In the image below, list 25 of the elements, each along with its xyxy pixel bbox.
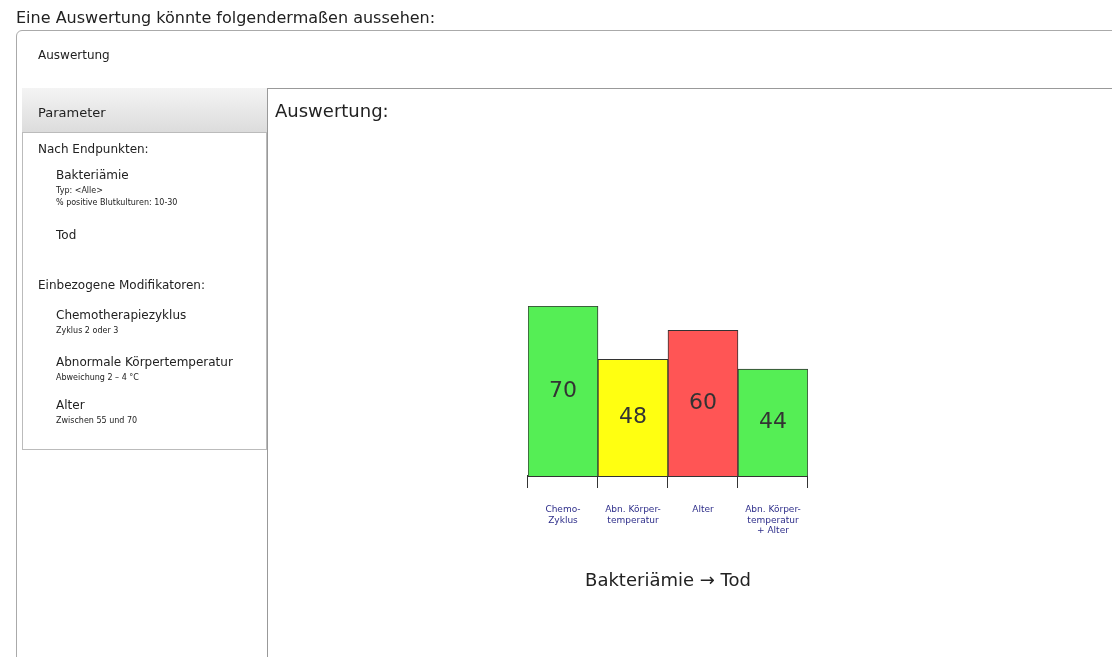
text: Zyklus 2 oder 3 bbox=[56, 326, 119, 335]
x-tick-label: Chemo- Zyklus bbox=[545, 503, 581, 525]
text: Nach Endpunkten: bbox=[38, 142, 149, 156]
text: Alter bbox=[56, 398, 85, 412]
data-label: 44 bbox=[758, 408, 787, 434]
text: Einbezogene Modifikatoren: bbox=[38, 278, 206, 292]
x-axis-title: Bakteriämie → Tod bbox=[585, 568, 751, 590]
text: Eine Auswertung könnte folgendermaßen aussehen: bbox=[16, 8, 436, 27]
text: Abweichung 2 – 4 °C bbox=[56, 373, 139, 382]
data-label: 60 bbox=[688, 388, 717, 414]
text: Parameter bbox=[38, 105, 106, 120]
text: Auswertung bbox=[38, 48, 110, 62]
text: Abnormale Körpertemperatur bbox=[56, 355, 233, 369]
x-tick-label: Abn. Körper- temperatur bbox=[605, 503, 661, 525]
x-tick-label: Alter bbox=[692, 503, 714, 514]
x-tick-label: Abn. Körper- temperatur + Alter bbox=[745, 503, 801, 536]
text: % positive Blutkulturen: 10-30 bbox=[56, 198, 178, 207]
text: Bakteriämie bbox=[56, 168, 129, 182]
text: Chemotherapiezyklus bbox=[56, 308, 187, 322]
text: Typ: <Alle> bbox=[56, 186, 103, 195]
text: Auswertung: bbox=[275, 100, 389, 121]
text: Tod bbox=[56, 228, 77, 242]
data-label: 70 bbox=[548, 376, 577, 402]
text: Zwischen 55 und 70 bbox=[56, 416, 138, 425]
data-label: 48 bbox=[618, 403, 647, 429]
